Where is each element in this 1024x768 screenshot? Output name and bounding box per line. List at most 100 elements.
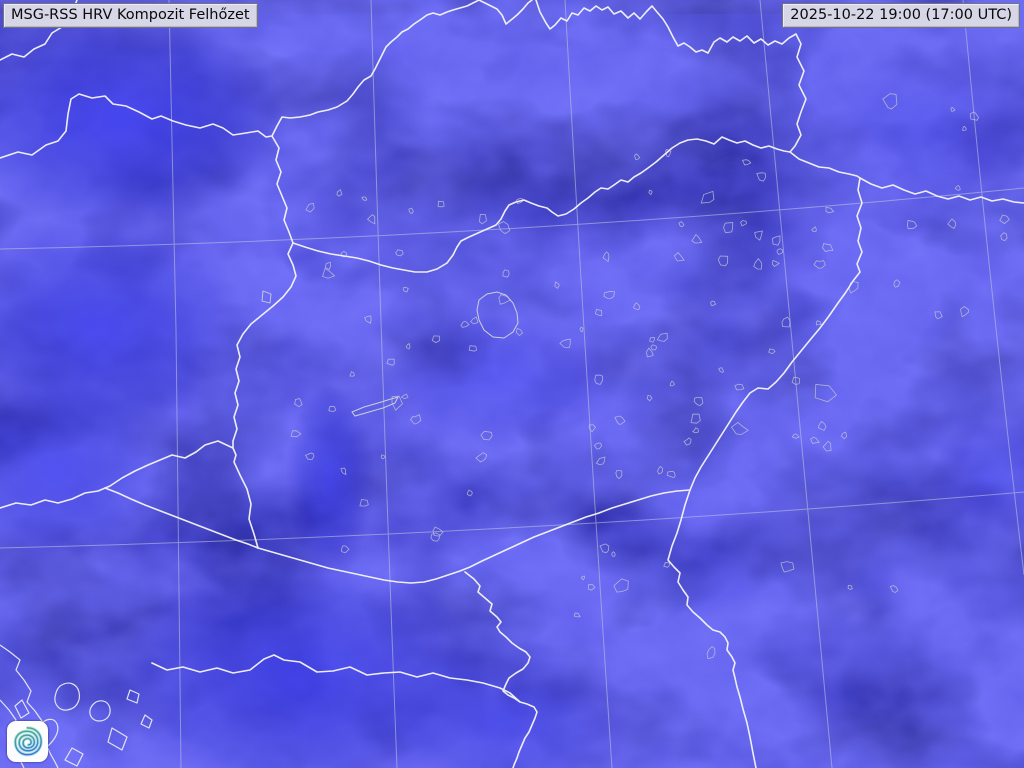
settlement-outline <box>771 235 781 246</box>
settlement-outline <box>754 230 763 241</box>
border-croatia-bosnia-west <box>151 654 521 703</box>
settlement-outline <box>615 470 623 480</box>
border-ukraine-romania <box>859 177 1024 204</box>
settlement-outline <box>741 159 752 166</box>
settlement-outline <box>593 442 603 450</box>
border-austria-hungary-west <box>232 135 297 549</box>
settlement-outline <box>386 358 395 366</box>
settlement-outline <box>649 337 655 343</box>
border-romania-serbia <box>667 489 757 768</box>
settlement-outline <box>460 320 470 328</box>
settlement-outline <box>391 395 403 411</box>
settlement-outline <box>470 316 479 325</box>
settlement-outline <box>756 172 767 182</box>
border-slovenia-croatia <box>104 487 259 549</box>
settlement-outline <box>294 398 303 408</box>
meridian-line <box>370 0 398 768</box>
settlement-outline <box>588 424 597 433</box>
border-austria-slovenia <box>0 440 234 509</box>
settlement-outline <box>673 251 685 262</box>
settlement-outline <box>475 452 488 463</box>
settlement-outline <box>603 290 615 299</box>
settlement-outlines <box>290 93 1010 660</box>
settlement-outline <box>847 584 853 590</box>
timestamp-label: 2025-10-22 19:00 (17:00 UTC) <box>782 3 1020 29</box>
settlement-outline <box>811 226 817 232</box>
settlement-outline <box>656 332 668 343</box>
settlement-outline <box>408 207 414 214</box>
settlement-outline <box>954 184 961 191</box>
settlement-outline <box>336 189 343 197</box>
settlement-outline <box>403 287 409 293</box>
settlement-outline <box>882 93 898 110</box>
settlement-outline <box>753 258 763 270</box>
settlement-outline <box>361 196 368 201</box>
settlement-outline <box>305 202 315 213</box>
meridian-line <box>962 0 1024 576</box>
settlement-outline <box>717 255 729 267</box>
settlement-outline <box>431 335 440 344</box>
island-outline <box>107 727 128 751</box>
settlement-outline <box>666 470 676 479</box>
settlement-outline <box>380 454 386 460</box>
settlement-outline <box>602 251 610 263</box>
settlement-outline <box>599 543 610 554</box>
settlement-outline <box>634 153 641 160</box>
settlement-outline <box>595 308 603 317</box>
settlement-outline <box>437 200 445 208</box>
settlement-outline <box>657 465 664 475</box>
settlement-outline <box>691 233 703 244</box>
settlement-outline <box>960 306 970 318</box>
settlement-outline <box>321 267 336 279</box>
settlement-outline <box>340 250 347 258</box>
settlement-outline <box>706 646 716 660</box>
settlement-outline <box>817 420 827 431</box>
settlement-outline <box>359 498 369 507</box>
border-croatia-bosnia-east <box>464 571 538 768</box>
parallel-line <box>0 491 1024 549</box>
settlement-outline <box>950 106 956 112</box>
island-outline <box>54 682 81 711</box>
coastline <box>0 644 59 768</box>
meridian-line <box>168 0 182 768</box>
settlement-outline <box>409 414 422 425</box>
settlement-outline <box>614 415 626 425</box>
settlement-outline <box>710 300 717 306</box>
settlement-outline <box>669 380 675 387</box>
settlement-outline <box>468 345 478 352</box>
settlement-outline <box>559 338 571 348</box>
meridian-line <box>564 0 613 768</box>
settlement-outline <box>497 221 511 235</box>
settlement-outline <box>690 413 701 424</box>
settlement-outline <box>791 376 801 385</box>
settlement-outline <box>692 427 699 433</box>
settlement-outline <box>723 222 734 234</box>
settlement-outline <box>516 198 524 205</box>
settlement-outline <box>502 269 510 278</box>
settlement-outline <box>730 421 749 436</box>
settlement-outline <box>771 259 780 268</box>
settlement-outline <box>810 436 821 444</box>
settlement-outline <box>822 440 832 452</box>
settlement-outline <box>467 489 473 497</box>
border-hungary-croatia-serbia <box>257 489 691 584</box>
island-outline <box>89 700 111 722</box>
settlement-outline <box>364 315 372 324</box>
settlement-outline <box>633 302 641 311</box>
settlement-outline <box>595 456 606 466</box>
island-outline <box>140 714 153 729</box>
settlement-outline <box>480 430 493 441</box>
settlement-outline <box>822 243 834 253</box>
settlement-outline <box>791 433 800 439</box>
settlement-outline <box>366 214 376 225</box>
settlement-outline <box>814 384 838 403</box>
settlement-outline <box>678 221 685 228</box>
island-outline <box>126 689 140 704</box>
parallel-line <box>0 187 1024 250</box>
settlement-outline <box>815 320 822 326</box>
settlement-outline <box>907 220 918 230</box>
border-czech-slovak <box>271 0 480 137</box>
settlement-outline <box>650 344 658 351</box>
